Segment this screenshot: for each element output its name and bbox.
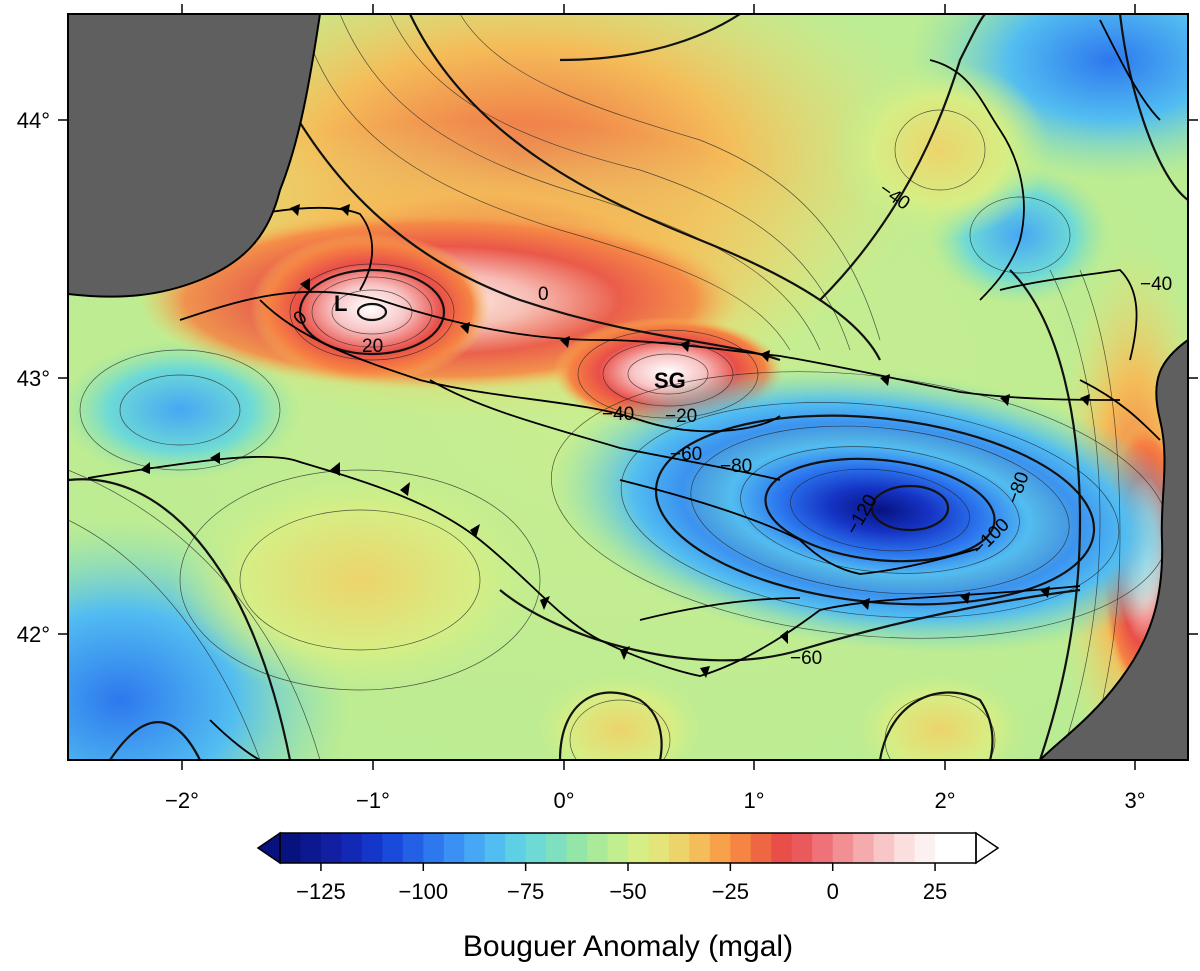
contour-label-20: 20 (362, 336, 383, 357)
x-tick-label: 2° (934, 788, 955, 813)
colorbar-swatch (280, 833, 301, 863)
x-tick-label: 1° (743, 788, 764, 813)
colorbar-swatch (300, 833, 322, 863)
colorbar-tick-label: −75 (507, 879, 544, 904)
colorbar-swatch (382, 833, 404, 863)
colorbar-tick-label: −25 (712, 879, 749, 904)
colorbar-swatch (607, 833, 629, 863)
y-tick-label: 42° (17, 622, 50, 647)
contour-label-neg40c: −40 (602, 404, 634, 425)
colorbar-swatch (587, 833, 609, 863)
land-mask (68, 14, 1188, 760)
colorbar-ticks: −125 −100 −75 −50 −25 0 25 (296, 863, 947, 904)
colorbar-low-arrow (256, 831, 281, 865)
colorbar-swatch (484, 833, 506, 863)
x-tick-label: −1° (356, 788, 390, 813)
colorbar-tick-label: 0 (827, 879, 839, 904)
colorbar-swatch (791, 833, 813, 863)
colorbar-swatch (955, 833, 977, 863)
colorbar-swatches (280, 833, 977, 863)
y-tick-label: 44° (17, 108, 50, 133)
axis-ticks (58, 4, 1198, 770)
colorbar-title: Bouguer Anomaly (mgal) (463, 930, 793, 963)
thin-contours (68, 14, 1169, 760)
colorbar-swatch (832, 833, 854, 863)
colorbar-tick-label: −100 (399, 879, 449, 904)
mediterranean-mask (1040, 340, 1188, 760)
colorbar-swatch (648, 833, 670, 863)
colorbar-swatch (771, 833, 793, 863)
y-axis-labels: 44° 43° 42° (17, 108, 50, 647)
colorbar-swatch (668, 833, 690, 863)
x-axis-labels: −2° −1° 0° 1° 2° 3° (165, 788, 1145, 813)
contour-label-neg20: −20 (665, 406, 697, 427)
colorbar-swatch (914, 833, 936, 863)
colorbar: −125 −100 −75 −50 −25 0 25 Bouguer Anomaly (mg… (256, 831, 1000, 963)
colorbar-tick-label: −50 (609, 879, 646, 904)
contour-label-neg60a: −60 (670, 444, 702, 465)
x-tick-label: 0° (553, 788, 574, 813)
marker-SG: SG (654, 368, 686, 393)
colorbar-swatch (750, 833, 772, 863)
colorbar-swatch (894, 833, 916, 863)
colorbar-swatch (853, 833, 875, 863)
markers: L SG (334, 291, 686, 393)
colorbar-swatch (341, 833, 363, 863)
colorbar-swatch (505, 833, 527, 863)
marker-L: L (334, 291, 347, 316)
colorbar-swatch (566, 833, 588, 863)
contour-label-0: 0 (538, 284, 549, 305)
thick-contours (68, 14, 1188, 760)
contour-label-neg60b: −60 (790, 648, 822, 669)
map-frame (67, 13, 1189, 761)
contour-label-neg40b: −40 (1140, 274, 1172, 295)
colorbar-swatch (628, 833, 649, 863)
bay-of-biscay-mask (68, 14, 320, 297)
contour-label-neg80a: −80 (720, 456, 752, 477)
x-tick-label: 3° (1124, 788, 1145, 813)
colorbar-swatch (812, 833, 834, 863)
x-tick-label: −2° (165, 788, 199, 813)
colorbar-swatch (935, 833, 957, 863)
fault-lines (87, 19, 1161, 760)
colorbar-swatch (361, 833, 383, 863)
colorbar-swatch (402, 833, 424, 863)
colorbar-swatch (423, 833, 445, 863)
colorbar-swatch (464, 833, 486, 863)
colorbar-swatch (546, 833, 568, 863)
colorbar-swatch (873, 833, 895, 863)
colorbar-swatch (525, 833, 547, 863)
colorbar-high-arrow (975, 831, 1000, 865)
y-tick-label: 43° (17, 366, 50, 391)
colorbar-swatch (689, 833, 711, 863)
colorbar-swatch (320, 833, 342, 863)
anomaly-field (68, 14, 1188, 760)
colorbar-swatch (709, 833, 731, 863)
colorbar-swatch (730, 833, 752, 863)
colorbar-swatch (443, 833, 465, 863)
map-panel: 0 0 20 −40 −40 −40 −20 −60 −80 −120 −100… (68, 14, 1188, 760)
colorbar-tick-label: 25 (923, 879, 947, 904)
colorbar-tick-label: −125 (296, 879, 346, 904)
